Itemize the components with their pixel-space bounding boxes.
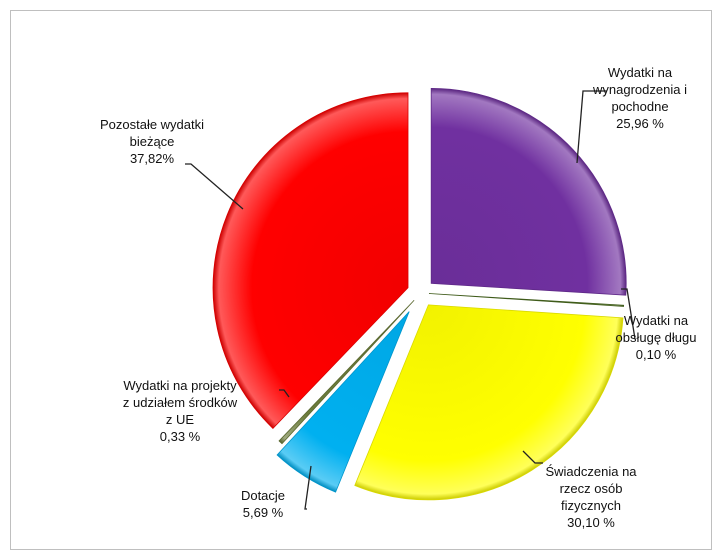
pie-slice-3 — [354, 304, 624, 501]
slice-label-3: Świadczenia na rzecz osób fizycznych 30,10 … — [545, 464, 637, 530]
pie-slice-4 — [276, 311, 410, 493]
pie-slice-5 — [278, 300, 415, 445]
leader-line-4 — [304, 465, 312, 510]
slice-value: 37,82% — [130, 151, 175, 166]
pie-slices — [212, 88, 627, 501]
slice-label-line: Pozostałe wydatki — [100, 117, 204, 132]
slice-label-line: Wydatki na projekty — [123, 378, 237, 393]
slice-label-line: Wydatki na — [624, 313, 689, 328]
slice-value: 0,10 % — [636, 347, 677, 362]
leader-line-2 — [621, 288, 636, 340]
leader-line-5 — [279, 389, 290, 398]
slice-label-5: Wydatki na projekty z udziałem środków z U… — [123, 378, 238, 444]
slice-label-line: wynagrodzenia i — [592, 82, 687, 97]
pie-chart: Wydatki na wynagrodzenia i pochodne 25,96 %… — [100, 65, 697, 530]
slice-label-line: fizycznych — [561, 498, 621, 513]
chart-frame: Wydatki na wynagrodzenia i pochodne 25,96 %… — [10, 10, 712, 550]
pie-slice-2 — [428, 293, 625, 307]
slice-label-line: Świadczenia na — [545, 464, 637, 479]
slice-label-6: Pozostałe wydatki bieżące 37,82% — [100, 117, 204, 166]
slice-label-line: Wydatki na — [608, 65, 673, 80]
slice-label-line: z UE — [166, 412, 195, 427]
slice-value: 5,69 % — [243, 505, 284, 520]
slice-label-4: Dotacje 5,69 % — [241, 488, 285, 520]
slice-label-line: z udziałem środków — [123, 395, 238, 410]
leader-line-6 — [185, 163, 244, 210]
slice-label-2: Wydatki na obsługę długu 0,10 % — [616, 313, 697, 362]
leader-line-3 — [522, 450, 543, 464]
slice-label-1: Wydatki na wynagrodzenia i pochodne 25,96 % — [592, 65, 687, 131]
leader-line-1 — [576, 90, 607, 164]
slice-value: 25,96 % — [616, 116, 664, 131]
slice-value: 30,10 % — [567, 515, 615, 530]
slice-labels: Wydatki na wynagrodzenia i pochodne 25,96 %… — [100, 65, 697, 530]
leader-lines — [185, 90, 636, 510]
slice-value: 0,33 % — [160, 429, 201, 444]
slice-label-line: pochodne — [611, 99, 668, 114]
slice-label-line: rzecz osób — [560, 481, 623, 496]
slice-label-line: Dotacje — [241, 488, 285, 503]
pie-slice-6 — [212, 92, 409, 429]
slice-label-line: bieżące — [130, 134, 175, 149]
slice-label-line: obsługę długu — [616, 330, 697, 345]
pie-slice-1 — [430, 88, 627, 296]
